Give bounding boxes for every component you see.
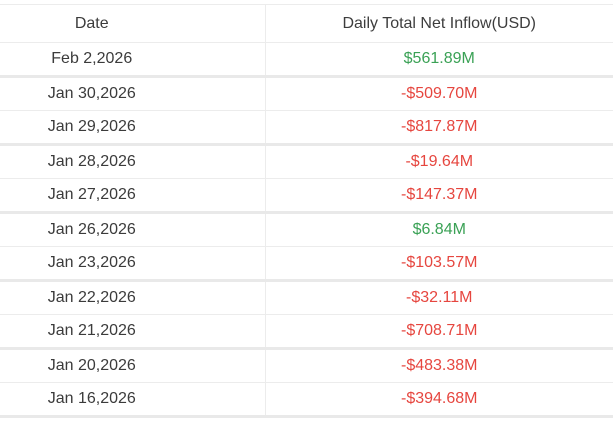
date-cell: Jan 21,2026 [0, 314, 266, 349]
net-inflow-value-cell: -$817.87M [401, 118, 478, 135]
date-cell: Jan 22,2026 [0, 280, 266, 315]
net-inflow-value-cell: -$483.38M [401, 357, 478, 374]
net-inflow-value-cell: -$147.37M [401, 186, 478, 203]
net-inflow-table-container: Date Daily Total Net Inflow(USD) Feb 2,2… [0, 4, 613, 418]
date-cell: Jan 20,2026 [0, 348, 266, 383]
date-cell: Jan 26,2026 [0, 212, 266, 247]
table-row: Jan 29,2026 -$817.87M [0, 110, 613, 145]
table-row: Jan 23,2026 -$103.57M [0, 246, 613, 281]
table-row: Jan 20,2026 -$483.38M [0, 348, 613, 383]
net-inflow-value-cell: -$19.64M [405, 153, 474, 170]
table-row: Feb 2,2026 $561.89M [0, 42, 613, 77]
table-row: Jan 26,2026 $6.84M [0, 212, 613, 247]
table-header-row: Date Daily Total Net Inflow(USD) [0, 4, 613, 43]
net-inflow-value-cell: -$708.71M [401, 322, 478, 339]
date-cell: Jan 16,2026 [0, 382, 266, 417]
column-header-daily-net-inflow: Daily Total Net Inflow(USD) [342, 14, 537, 32]
date-cell: Feb 2,2026 [0, 42, 266, 77]
table-row: Jan 28,2026 -$19.64M [0, 144, 613, 179]
table-body: Feb 2,2026 $561.89M Jan 30,2026 -$509.70… [0, 42, 613, 417]
table-row: Jan 22,2026 -$32.11M [0, 280, 613, 315]
table-row: Jan 16,2026 -$394.68M [0, 382, 613, 417]
net-inflow-value-cell: -$32.11M [406, 289, 473, 306]
date-cell: Jan 27,2026 [0, 178, 266, 213]
table-row: Jan 30,2026 -$509.70M [0, 76, 613, 111]
net-inflow-value-cell: -$103.57M [401, 254, 478, 271]
column-header-date: Date [0, 4, 266, 43]
date-cell: Jan 29,2026 [0, 110, 266, 145]
net-inflow-value-cell: -$509.70M [401, 85, 478, 102]
net-inflow-value-cell: $6.84M [412, 221, 466, 238]
table-row: Jan 27,2026 -$147.37M [0, 178, 613, 213]
net-inflow-value-cell: $561.89M [403, 50, 475, 67]
table-row: Jan 21,2026 -$708.71M [0, 314, 613, 349]
daily-net-inflow-table: Date Daily Total Net Inflow(USD) Feb 2,2… [0, 4, 613, 418]
date-cell: Jan 30,2026 [0, 76, 266, 111]
date-cell: Jan 28,2026 [0, 144, 266, 179]
net-inflow-value-cell: -$394.68M [401, 390, 478, 407]
date-cell: Jan 23,2026 [0, 246, 266, 281]
